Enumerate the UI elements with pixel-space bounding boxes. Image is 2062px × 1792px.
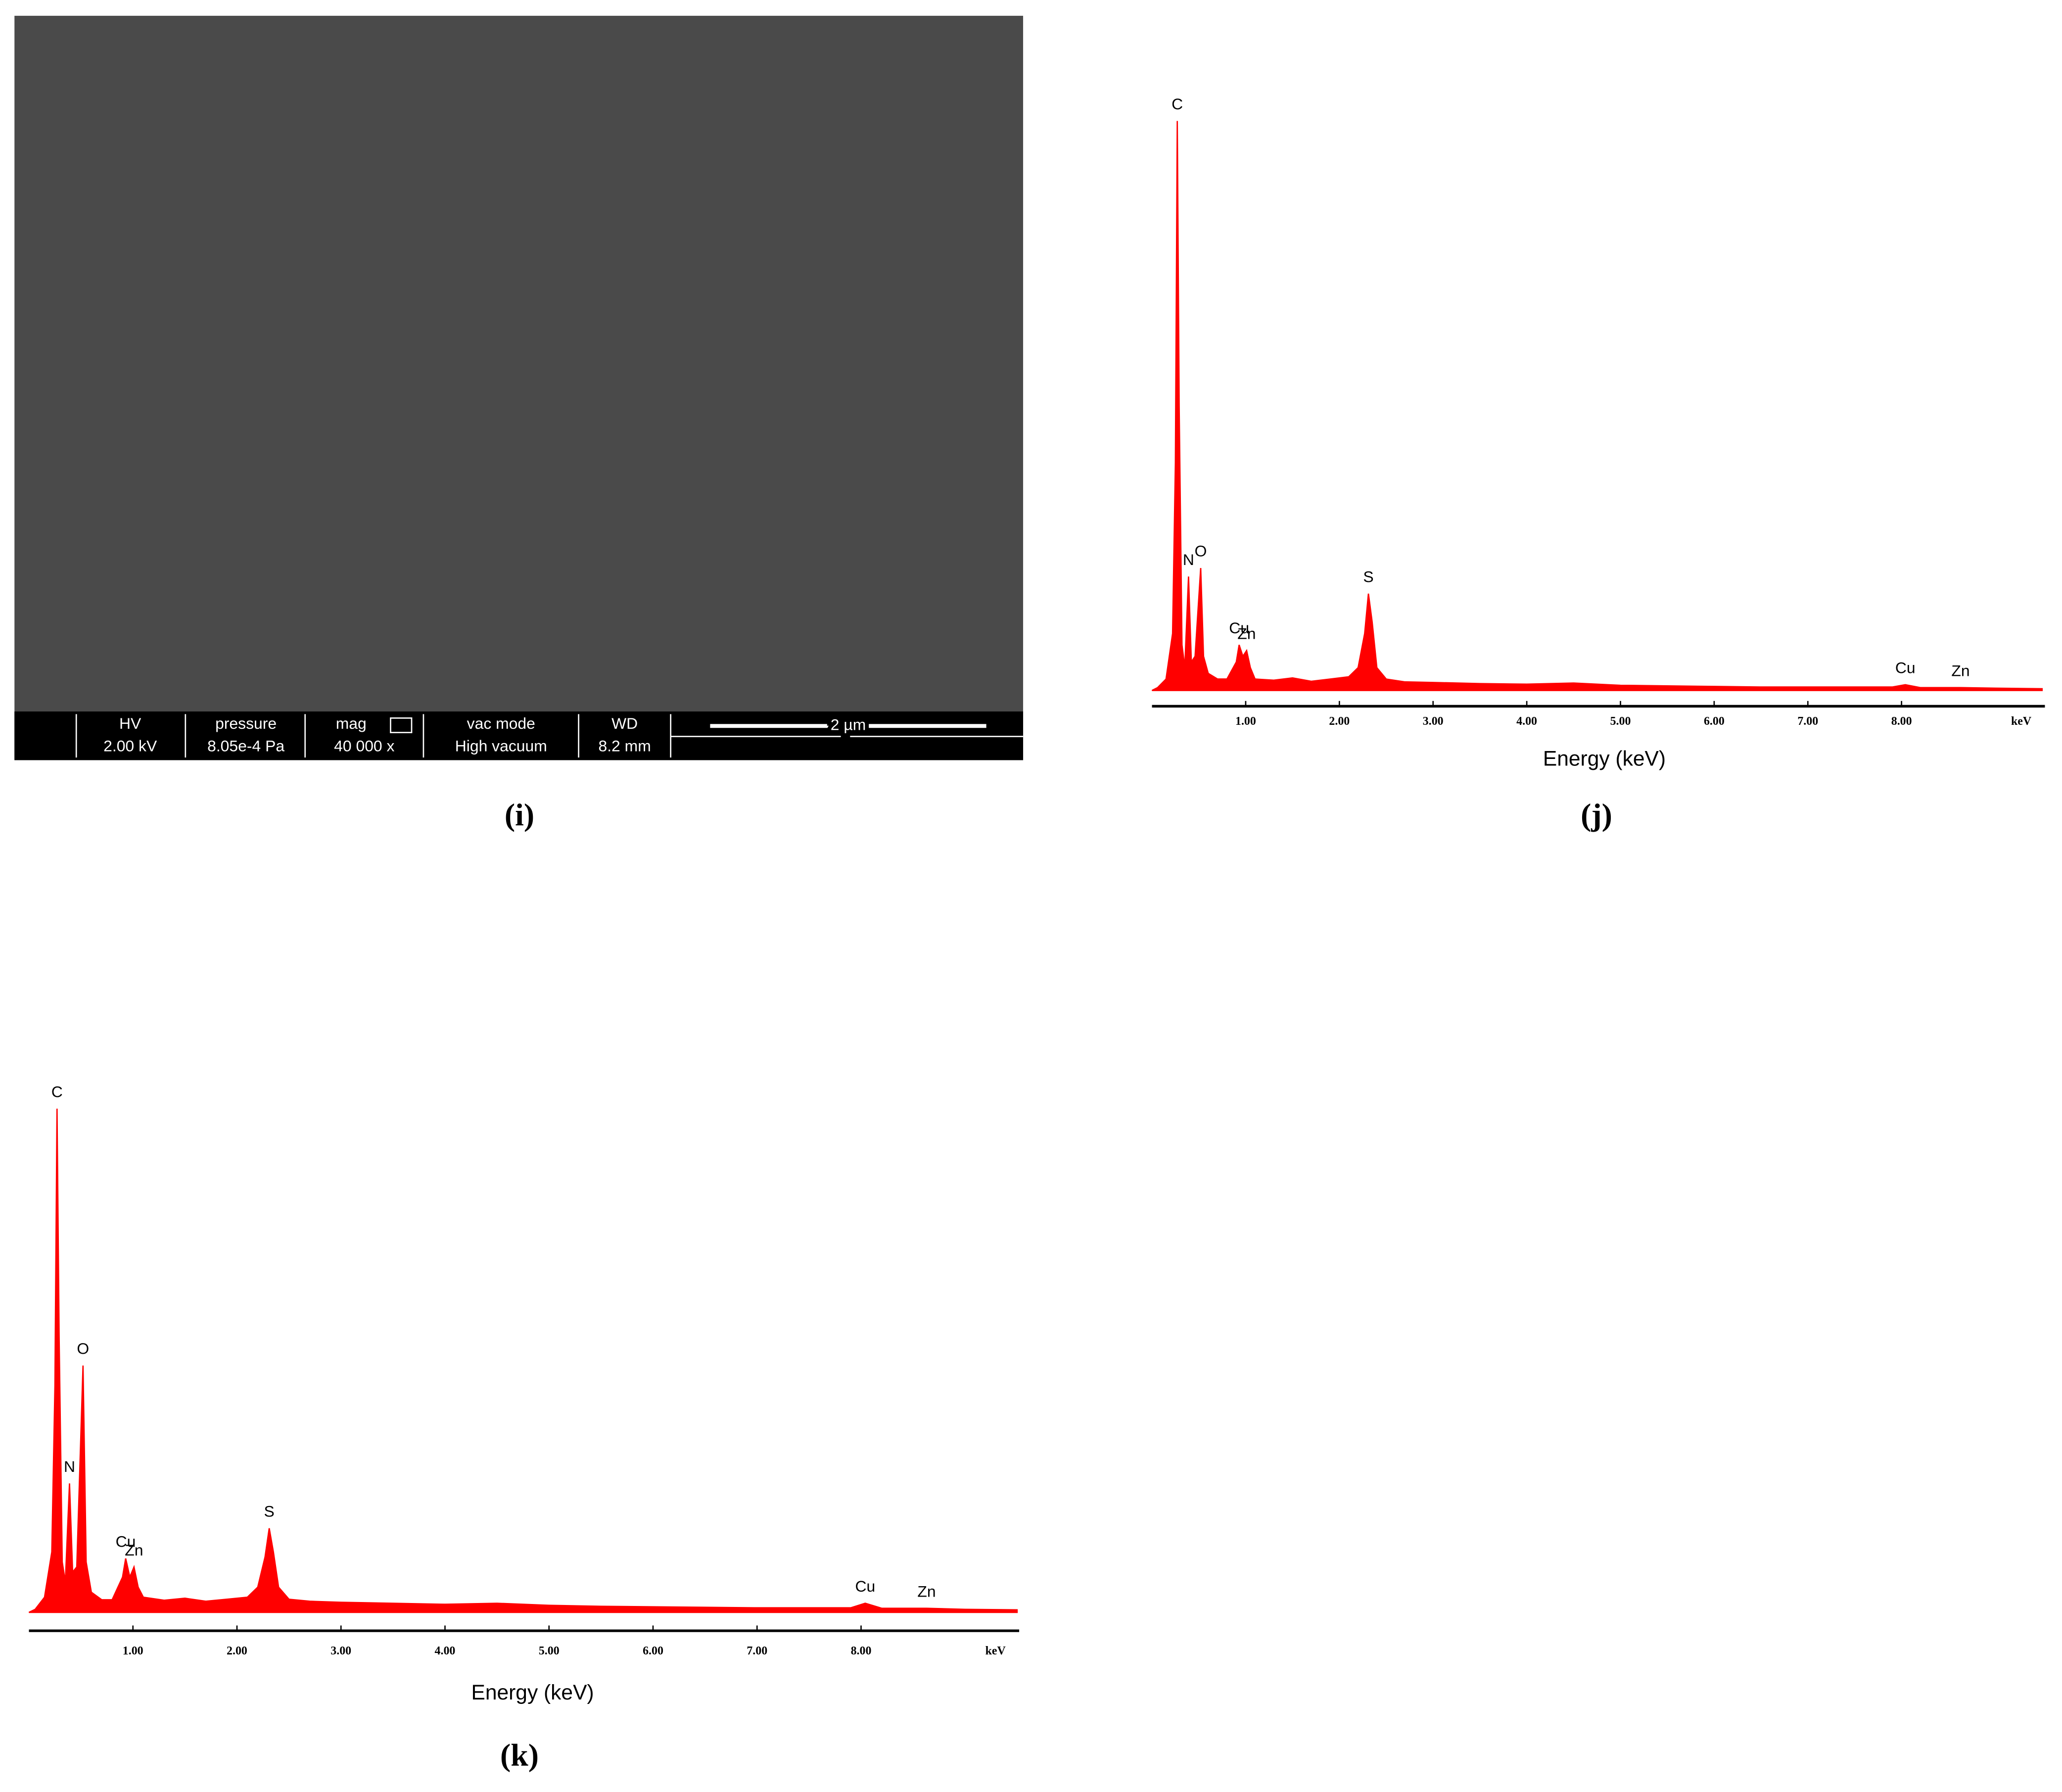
caption: (j) xyxy=(1581,797,1612,832)
scale-bar-label: 2 µm xyxy=(831,716,866,734)
peak-label: Zn xyxy=(917,1582,936,1600)
x-tick-label: 8.00 xyxy=(1891,715,1912,728)
peak-label: O xyxy=(77,1340,89,1358)
x-tick-label: 6.00 xyxy=(1704,715,1725,728)
peak-label: Cu xyxy=(116,1532,136,1550)
sem-value: 40 000 x xyxy=(334,737,394,755)
peak-label: Cu xyxy=(855,1577,876,1595)
peak-label: Cu xyxy=(1895,659,1916,677)
peak-label: S xyxy=(1363,567,1373,585)
spectrum xyxy=(28,1108,1018,1613)
x-tick-label: 7.00 xyxy=(1797,715,1818,728)
sem-label: WD xyxy=(611,714,638,732)
x-tick-label: 1.00 xyxy=(123,1645,143,1657)
peak-label: N xyxy=(1183,551,1194,568)
sem-value: 2.00 kV xyxy=(103,737,157,755)
sem-label: mag xyxy=(336,714,367,732)
x-tick-label: 4.00 xyxy=(1516,715,1537,728)
peak-label: Zn xyxy=(125,1541,143,1559)
x-unit: keV xyxy=(985,1645,1006,1657)
x-axis-label: Energy (keV) xyxy=(471,1681,594,1704)
x-tick-label: 2.00 xyxy=(227,1645,247,1657)
sem-value: 8.05e-4 Pa xyxy=(207,737,284,755)
caption: (k) xyxy=(500,1738,539,1773)
x-unit: keV xyxy=(2011,715,2031,728)
sem-value: 8.2 mm xyxy=(598,737,651,755)
sem-label: vac mode xyxy=(467,714,535,732)
peak-label: N xyxy=(64,1458,75,1475)
x-tick-label: 4.00 xyxy=(435,1645,456,1657)
peak-label: O xyxy=(1195,542,1207,560)
x-tick-label: 1.00 xyxy=(1235,715,1256,728)
x-tick-label: 5.00 xyxy=(1610,715,1631,728)
sem-image: HV 2.00 kV pressure 8.05e-4 Pa mag 40 00… xyxy=(14,15,1024,760)
x-tick-label: 5.00 xyxy=(539,1645,560,1657)
peak-label: Cu xyxy=(1229,619,1249,637)
x-tick-label: 7.00 xyxy=(747,1645,767,1657)
sem-value: High vacuum xyxy=(455,737,547,755)
x-tick-label: 3.00 xyxy=(330,1645,351,1657)
x-tick-label: 3.00 xyxy=(1423,715,1444,728)
peak-label: C xyxy=(51,1083,63,1100)
x-axis-label: Energy (keV) xyxy=(1543,747,1666,771)
sem-label: HV xyxy=(119,714,141,732)
peak-label: Zn xyxy=(1951,661,1969,679)
sem-label: pressure xyxy=(215,714,277,732)
x-tick-label: 6.00 xyxy=(643,1645,663,1657)
x-tick-label: 2.00 xyxy=(1329,715,1350,728)
x-tick-label: 8.00 xyxy=(851,1645,872,1657)
spectrum xyxy=(1151,121,2043,691)
peak-label: S xyxy=(264,1502,275,1520)
peak-label: C xyxy=(1172,95,1183,113)
caption: (i) xyxy=(505,797,534,832)
peak-label: Zn xyxy=(1237,624,1256,642)
